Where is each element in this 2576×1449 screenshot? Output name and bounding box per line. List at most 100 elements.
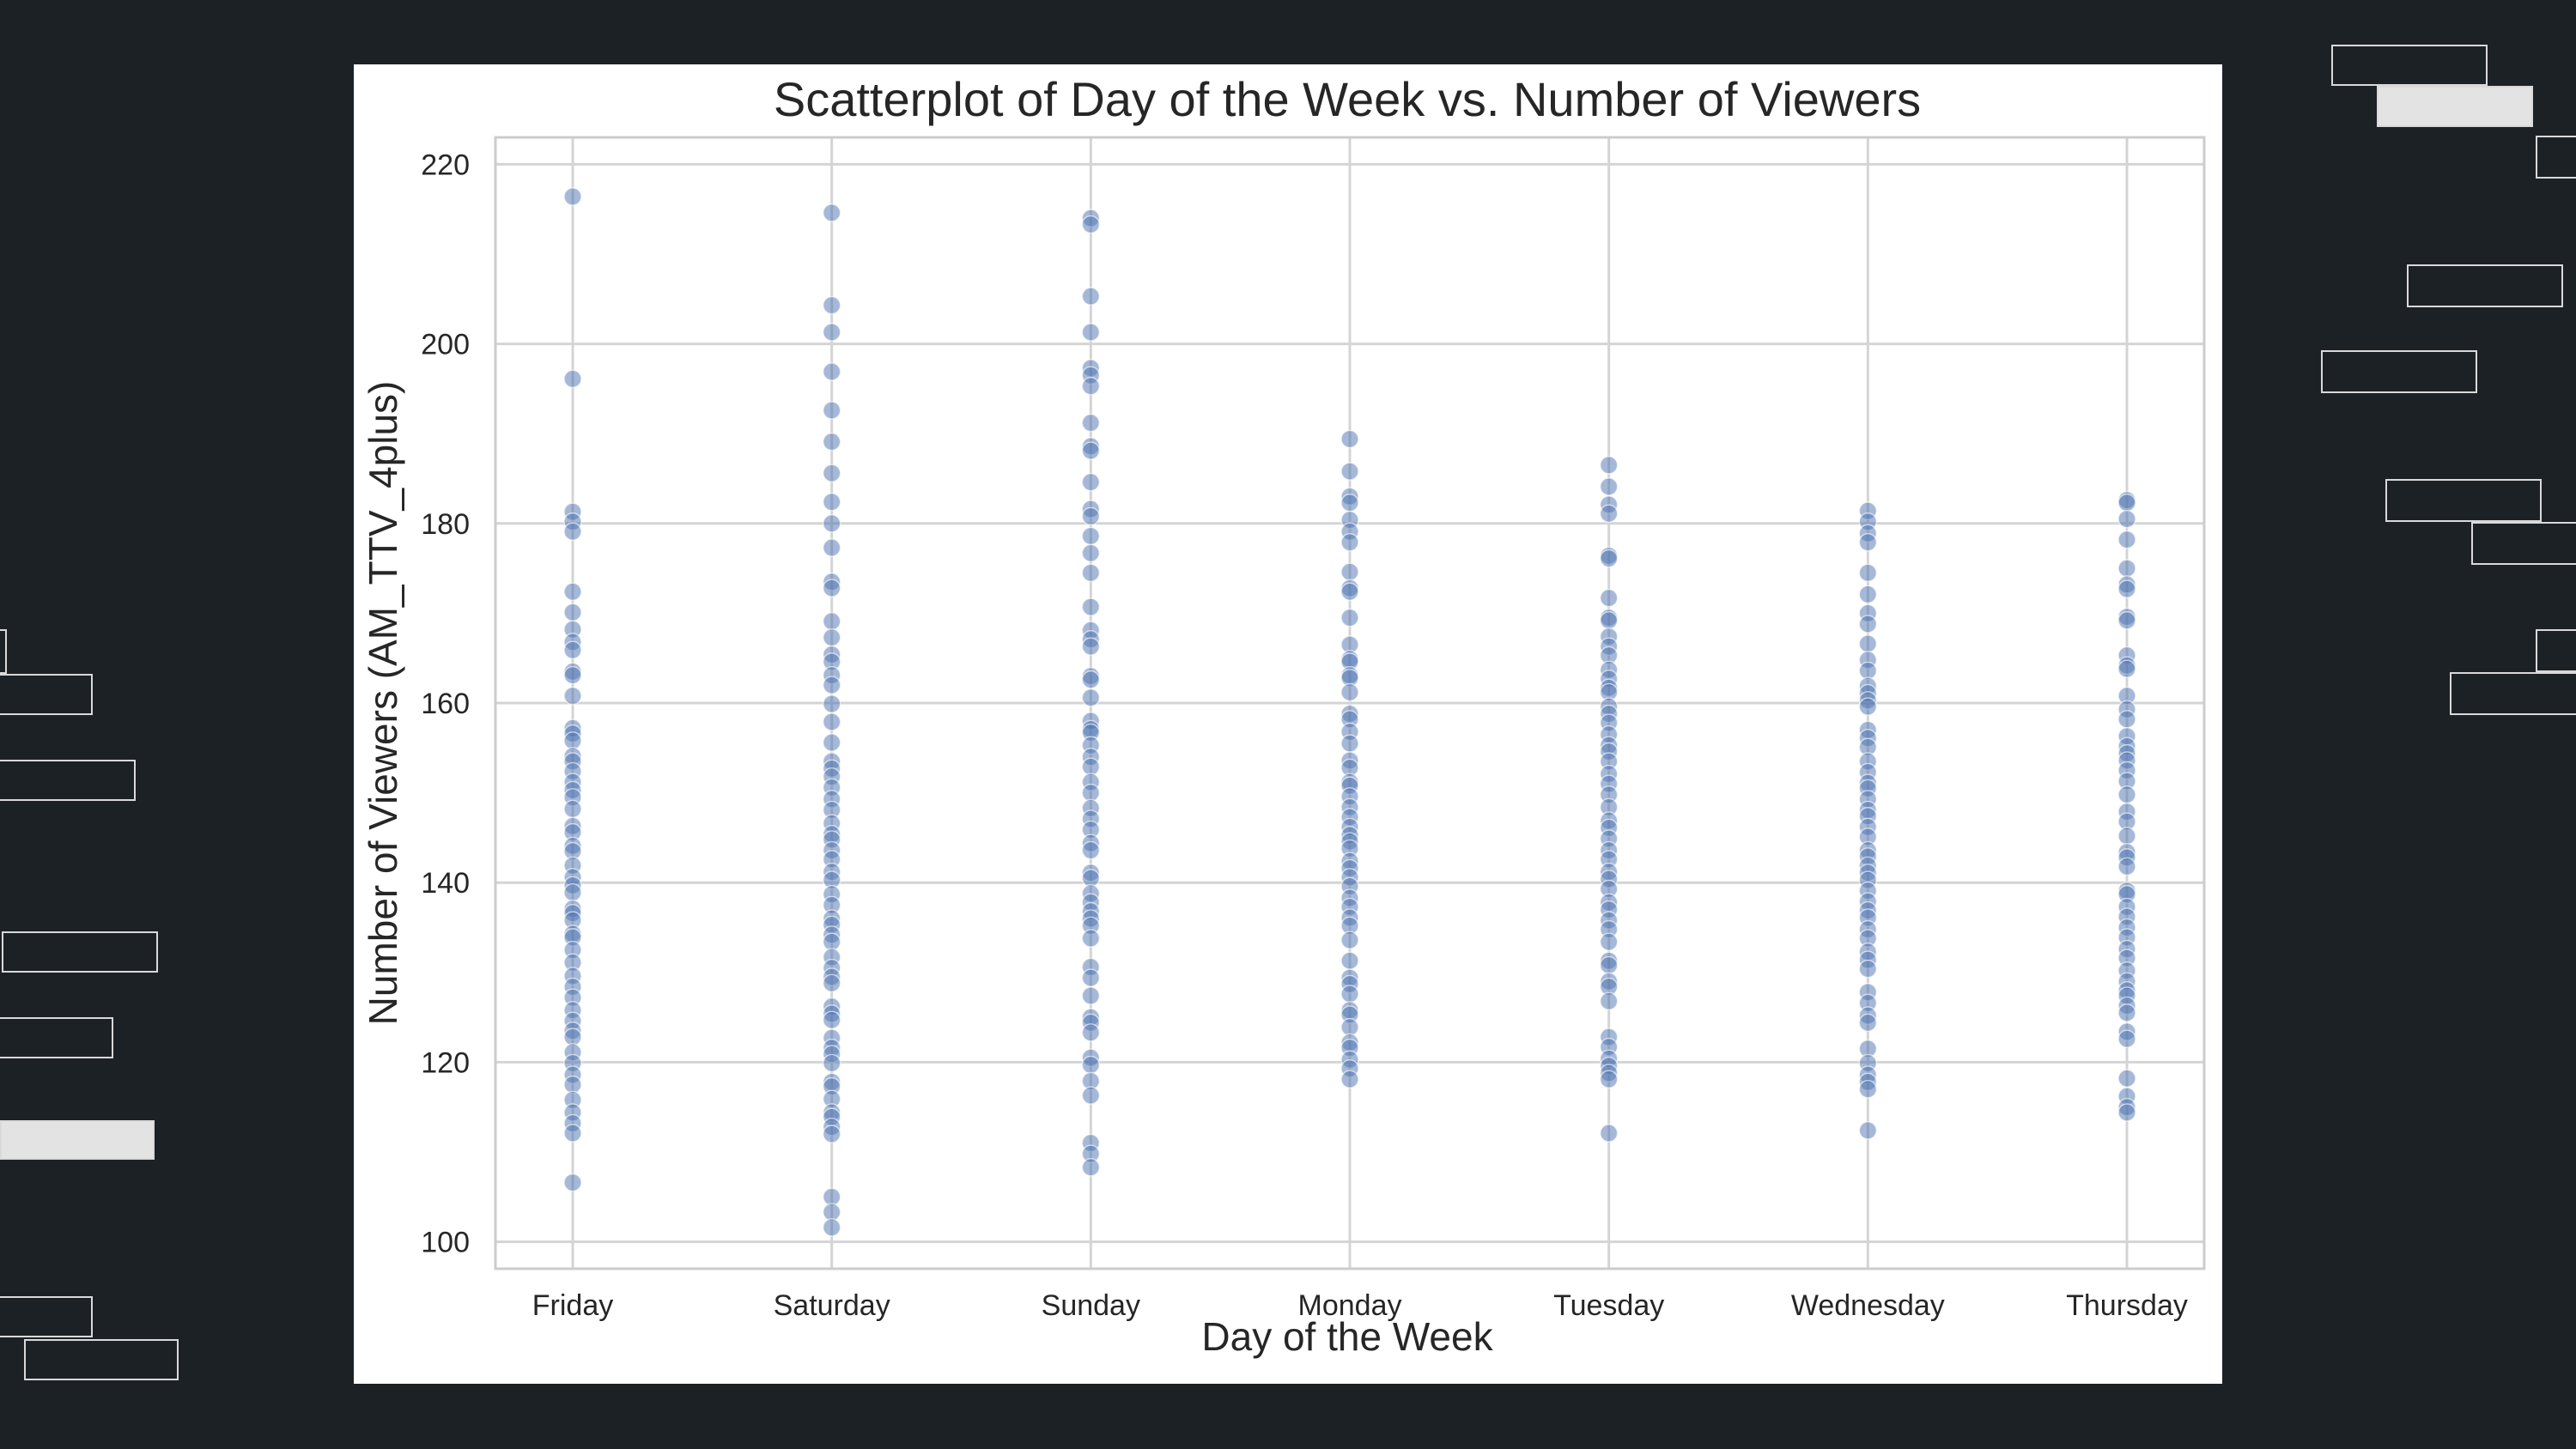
data-point — [1858, 533, 1878, 552]
data-point — [1081, 413, 1101, 433]
data-point — [1081, 597, 1101, 616]
x-axis-label: Day of the Week — [1201, 1314, 1493, 1359]
data-point — [2117, 659, 2136, 679]
data-point — [1858, 1013, 1878, 1033]
data-point — [822, 323, 841, 342]
data-point — [1599, 456, 1619, 475]
data-point — [2117, 857, 2136, 876]
data-point — [822, 579, 841, 597]
data-point — [822, 362, 841, 381]
data-point — [563, 522, 582, 541]
data-point — [1081, 986, 1101, 1005]
data-point — [1340, 985, 1359, 1003]
data-point — [1081, 323, 1101, 342]
data-point — [822, 432, 841, 452]
scatter-chart: 100 120 140 160 180 200 220 Friday Saturday Sund… — [361, 72, 2206, 1359]
data-point — [1340, 533, 1359, 552]
data-point — [822, 464, 841, 482]
decorative-frame — [0, 629, 7, 674]
data-point — [822, 203, 841, 222]
data-point — [1340, 1070, 1359, 1089]
data-point — [1081, 869, 1101, 888]
data-point — [1858, 697, 1878, 716]
data-point — [1081, 526, 1101, 546]
data-point — [822, 694, 841, 713]
data-point — [563, 799, 582, 819]
data-point — [563, 1124, 582, 1143]
data-point — [1081, 1158, 1101, 1177]
plot-area-frame — [494, 136, 2206, 1270]
data-point — [2117, 785, 2136, 804]
decorative-block — [0, 1120, 155, 1160]
data-point — [822, 514, 841, 533]
data-point — [1599, 955, 1619, 975]
y-tick-label: 180 — [421, 508, 470, 541]
gridlines — [495, 137, 2204, 1269]
data-point — [2117, 827, 2136, 846]
decorative-frame — [2536, 136, 2576, 179]
data-point — [822, 1218, 841, 1237]
data-point — [1858, 959, 1878, 979]
data-point — [822, 1203, 841, 1222]
x-tick-label: Monday — [1298, 1289, 1402, 1322]
data-point — [1599, 1070, 1619, 1089]
data-point — [1599, 932, 1619, 951]
data-point — [1081, 377, 1101, 396]
data-point — [1081, 563, 1101, 583]
data-point — [822, 712, 841, 731]
data-point — [1858, 615, 1878, 634]
data-point — [1340, 493, 1359, 512]
data-point — [1340, 951, 1359, 970]
data-points — [563, 187, 2136, 1237]
x-tick-label: Tuesday — [1553, 1289, 1664, 1322]
decorative-frame — [0, 1017, 113, 1058]
data-point — [1081, 929, 1101, 948]
data-point — [822, 295, 841, 315]
data-point — [2117, 1103, 2136, 1122]
data-point — [2117, 579, 2136, 598]
data-point — [1081, 1023, 1101, 1042]
data-point — [2117, 509, 2136, 529]
data-point — [1858, 634, 1878, 653]
data-point — [1081, 1055, 1101, 1075]
data-point — [563, 882, 582, 902]
decorative-frame — [0, 674, 93, 715]
data-point — [1081, 783, 1101, 803]
data-point — [563, 686, 582, 706]
data-point — [1340, 608, 1359, 627]
data-point — [1340, 682, 1359, 702]
decorative-frame — [0, 1296, 93, 1337]
decorative-frame — [0, 760, 136, 801]
data-point — [1081, 441, 1101, 460]
chart-title: Scatterplot of Day of the Week vs. Numbe… — [774, 72, 1921, 126]
data-point — [822, 538, 841, 557]
x-tick-labels: Friday Saturday Sunday Monday Tuesday Wednesd… — [532, 1289, 2188, 1322]
data-point — [822, 733, 841, 752]
data-point — [1340, 931, 1359, 949]
data-point — [563, 582, 582, 602]
y-tick-label: 200 — [421, 329, 470, 361]
data-point — [822, 401, 841, 420]
chart-figure: 100 120 140 160 180 200 220 Friday Saturday Sund… — [354, 64, 2222, 1384]
data-point — [563, 603, 582, 622]
data-point — [1081, 287, 1101, 306]
data-point — [1340, 562, 1359, 582]
x-tick-label: Thursday — [2066, 1289, 2188, 1322]
x-tick-label: Wednesday — [1791, 1289, 1945, 1322]
data-point — [822, 1187, 841, 1207]
data-point — [1081, 215, 1101, 234]
data-point — [563, 1028, 582, 1046]
data-point — [1599, 611, 1619, 630]
data-point — [1340, 429, 1359, 449]
data-point — [563, 1075, 582, 1094]
x-tick-label: Saturday — [774, 1289, 890, 1322]
data-point — [563, 369, 582, 389]
decorative-frame — [2471, 522, 2576, 565]
y-axis-label: Number of Viewers (AM_TTV_4plus) — [361, 381, 405, 1026]
data-point — [1081, 840, 1101, 860]
y-tick-label: 120 — [421, 1046, 470, 1079]
data-point — [563, 187, 582, 206]
data-point — [563, 640, 582, 660]
data-point — [822, 1125, 841, 1143]
x-tick-label: Friday — [532, 1289, 613, 1322]
